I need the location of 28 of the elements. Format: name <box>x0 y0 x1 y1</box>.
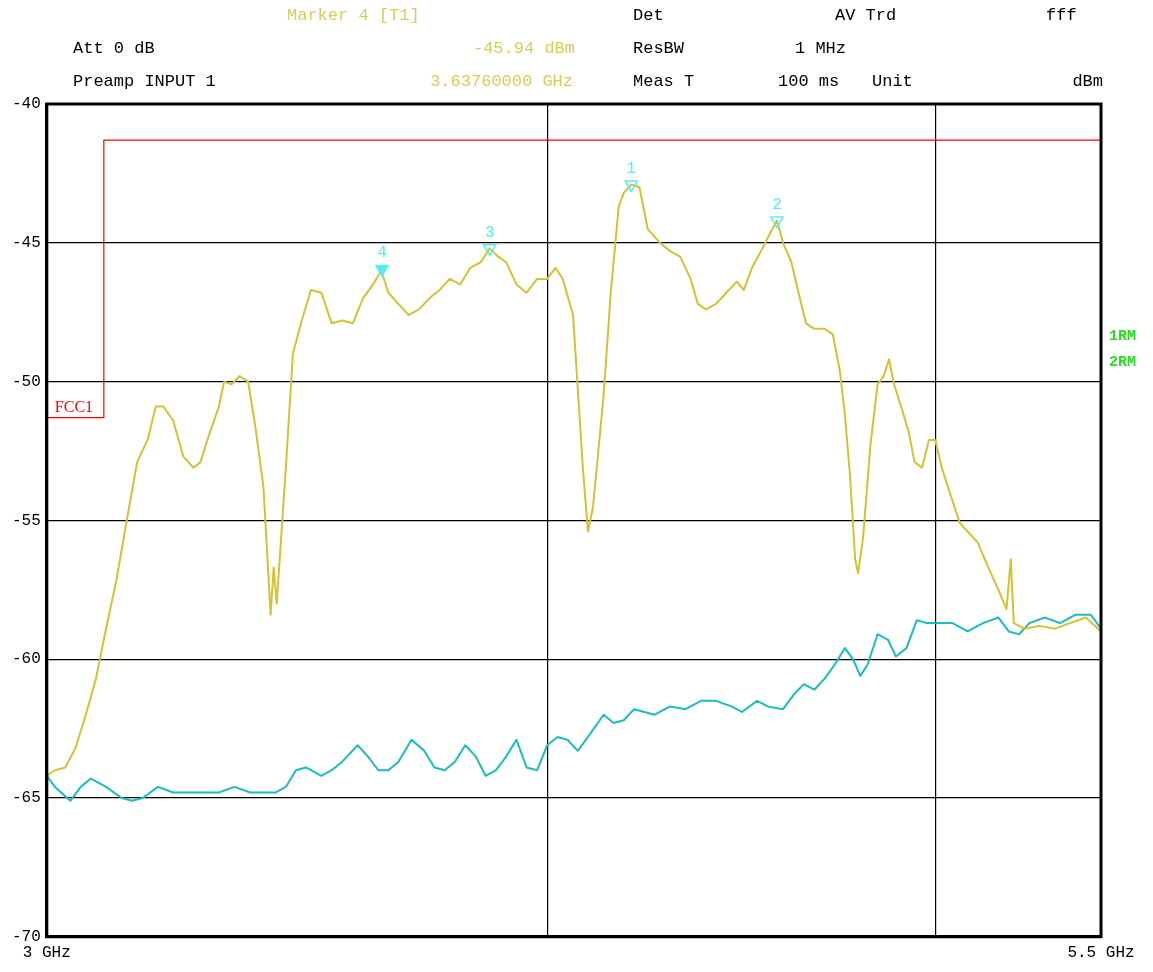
text: 100 ms <box>778 72 840 92</box>
y-tick-label: -45 <box>11 234 41 253</box>
y-tick-label: -40 <box>11 95 41 114</box>
text: 1RM <box>1109 327 1137 347</box>
series-label: 1 <box>626 159 636 178</box>
text: Att 0 dB <box>73 39 155 59</box>
series-label: 2 <box>772 195 782 214</box>
y-tick-label: -50 <box>11 372 41 391</box>
text: Meas T <box>633 72 695 92</box>
text: -45.94 dBm <box>472 39 575 59</box>
y-tick-label: -60 <box>11 650 41 669</box>
text: Preamp INPUT 1 <box>73 72 216 92</box>
text: ResBW <box>633 39 685 59</box>
x-tick-label: 5.5 GHz <box>1067 943 1135 962</box>
text: 1 MHz <box>795 39 847 59</box>
text: 2RM <box>1109 353 1137 373</box>
text: Det <box>633 6 664 26</box>
y-tick-label: -65 <box>11 789 41 808</box>
text: fff <box>1046 6 1077 26</box>
text: AV Trd <box>835 6 897 26</box>
series-label: 4 <box>377 244 387 263</box>
series-label: FCC1 <box>54 397 94 415</box>
text: dBm <box>1072 72 1103 92</box>
series-label: 3 <box>484 223 495 242</box>
y-tick-label: -55 <box>11 511 41 530</box>
text: Marker 4 [T1] <box>287 6 420 26</box>
text: 3.63760000 GHz <box>430 72 573 92</box>
text: Unit <box>872 72 913 92</box>
